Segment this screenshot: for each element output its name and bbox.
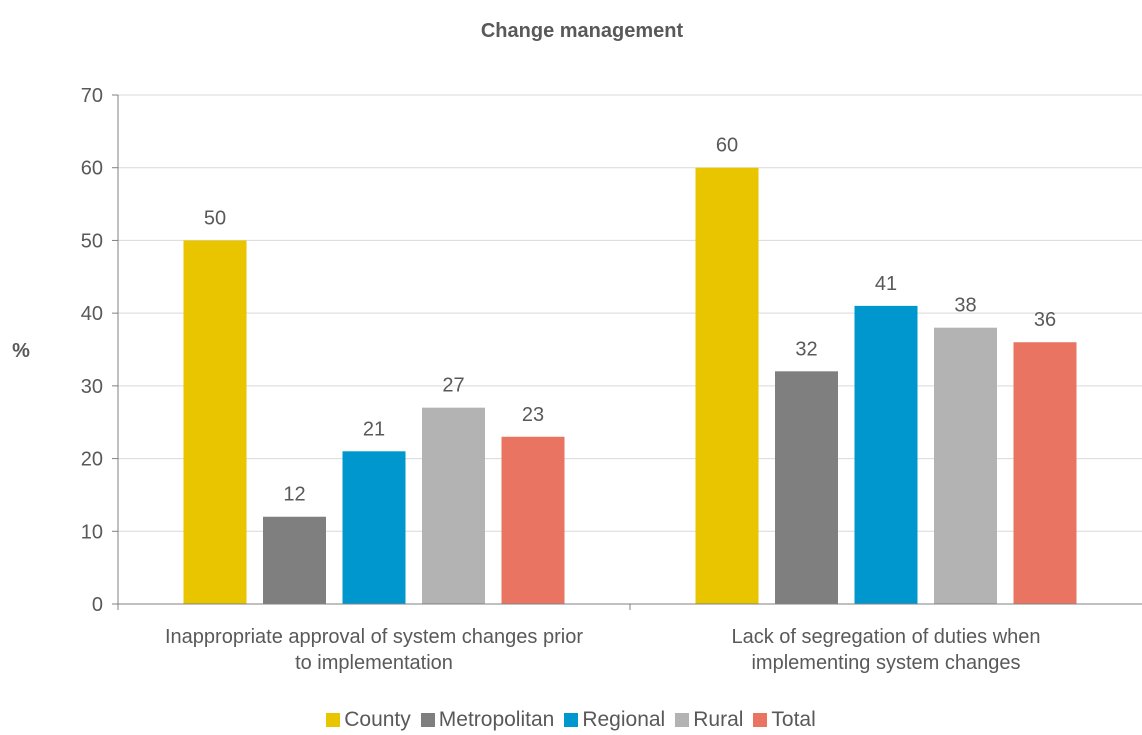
y-axis-ticks: 0 10 20 30 40 50 60 70 bbox=[81, 85, 118, 616]
bar-rural bbox=[934, 327, 997, 604]
y-tick-label: 0 bbox=[92, 594, 103, 616]
bar-metropolitan bbox=[263, 516, 326, 604]
legend-item-rural: Rural bbox=[675, 708, 743, 732]
legend-label: County bbox=[344, 708, 411, 731]
y-tick-label: 40 bbox=[81, 303, 103, 325]
data-label: 50 bbox=[204, 207, 226, 229]
bar-county bbox=[695, 167, 759, 604]
bar-county bbox=[183, 240, 247, 604]
data-label: 32 bbox=[795, 338, 817, 360]
data-label: 23 bbox=[522, 404, 544, 426]
legend-item-metropolitan: Metropolitan bbox=[420, 708, 555, 732]
data-label: 38 bbox=[954, 295, 976, 317]
x-axis: Inappropriate approval of system changes… bbox=[117, 95, 1142, 674]
data-label: 36 bbox=[1034, 309, 1056, 331]
x-category-label: to implementation bbox=[295, 652, 453, 674]
bar-regional bbox=[342, 451, 406, 604]
x-category-label: Lack of segregation of duties when bbox=[731, 626, 1040, 648]
x-category-label: implementing system changes bbox=[751, 652, 1020, 674]
legend-item-total: Total bbox=[753, 708, 816, 732]
legend-item-regional: Regional bbox=[564, 708, 665, 732]
legend: County Metropolitan Regional Rural Total bbox=[0, 708, 1142, 733]
bar-rural bbox=[422, 407, 485, 604]
x-category-label: Inappropriate approval of system changes… bbox=[165, 626, 583, 648]
bar-metropolitan bbox=[775, 371, 838, 604]
y-tick-label: 30 bbox=[81, 376, 103, 398]
legend-label: Total bbox=[771, 708, 816, 731]
y-tick-label: 50 bbox=[81, 230, 103, 252]
y-tick-label: 60 bbox=[81, 158, 103, 180]
bars: 50 12 21 27 23 60 32 41 38 36 bbox=[183, 135, 1077, 604]
legend-swatch bbox=[564, 713, 579, 727]
legend-swatch bbox=[753, 713, 768, 727]
y-tick-label: 70 bbox=[81, 85, 103, 107]
legend-swatch bbox=[326, 713, 341, 727]
bar-regional bbox=[854, 305, 918, 604]
bar-total bbox=[501, 436, 565, 604]
legend-swatch bbox=[420, 713, 435, 727]
data-label: 41 bbox=[875, 273, 897, 295]
data-label: 27 bbox=[442, 375, 464, 397]
data-label: 12 bbox=[283, 484, 305, 506]
y-tick-label: 20 bbox=[81, 449, 103, 471]
y-tick-label: 10 bbox=[81, 521, 103, 543]
data-label: 21 bbox=[363, 418, 385, 440]
legend-item-county: County bbox=[326, 708, 411, 732]
legend-label: Metropolitan bbox=[438, 708, 555, 731]
legend-label: Rural bbox=[693, 708, 744, 731]
legend-swatch bbox=[675, 713, 690, 727]
bar-total bbox=[1013, 342, 1077, 604]
y-axis-label: % bbox=[12, 340, 30, 362]
data-label: 60 bbox=[716, 135, 738, 157]
chart-title: Change management bbox=[481, 20, 684, 42]
gridlines bbox=[118, 94, 1142, 532]
legend-label: Regional bbox=[582, 708, 666, 731]
